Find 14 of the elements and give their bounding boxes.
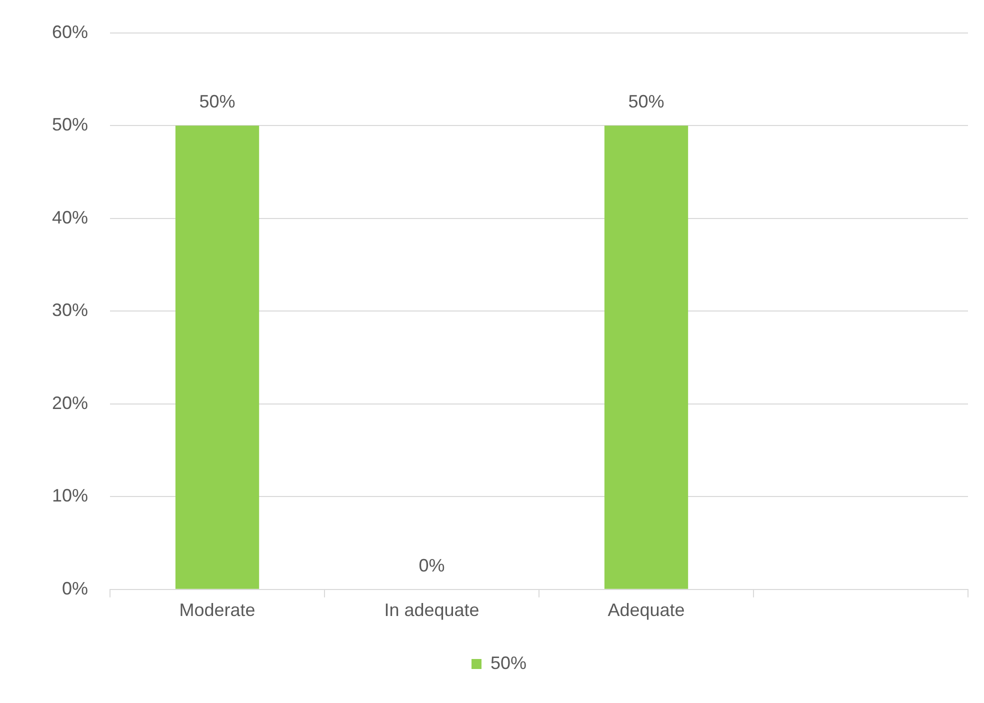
- data-label: 50%: [628, 92, 664, 112]
- data-label: 0%: [418, 555, 445, 576]
- x-tick-label: Adequate: [608, 600, 685, 620]
- y-tick-label: 50%: [52, 114, 88, 135]
- y-tick-label: 0%: [62, 578, 88, 598]
- y-tick-label: 30%: [52, 300, 88, 320]
- y-tick-label: 10%: [52, 486, 88, 506]
- x-tick-label: Moderate: [179, 600, 256, 620]
- x-tick-label: In adequate: [384, 600, 480, 620]
- y-tick-label: 40%: [52, 207, 88, 228]
- data-label: 50%: [199, 92, 236, 112]
- y-tick-label: 60%: [52, 22, 88, 42]
- y-tick-label: 20%: [52, 392, 88, 413]
- legend-label: 50%: [490, 652, 527, 673]
